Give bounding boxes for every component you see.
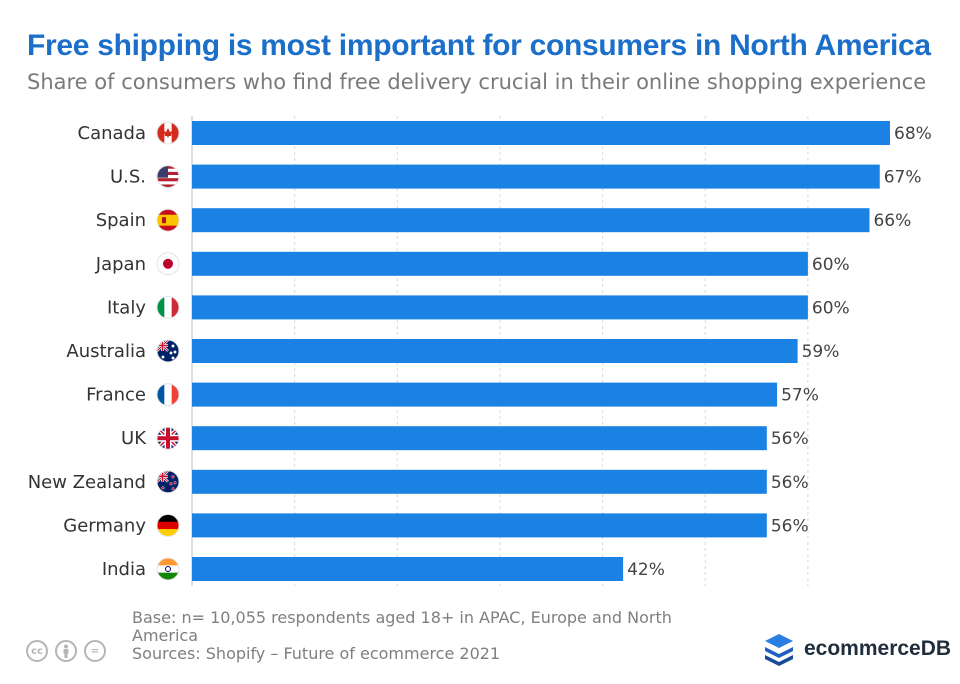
new-zealand-flag-icon	[156, 470, 180, 494]
bar	[192, 513, 767, 538]
value-label: 66%	[873, 211, 911, 231]
category-label: U.S.	[110, 167, 146, 188]
category-label: Australia	[66, 341, 146, 362]
bar	[192, 339, 798, 363]
cc-icon: cc	[26, 640, 48, 662]
us-flag-icon	[156, 165, 180, 189]
india-flag-icon	[156, 557, 180, 581]
base-note: Base: n= 10,055 respondents aged 18+ in …	[132, 608, 672, 645]
brand-name: ecommerceDB	[804, 637, 952, 660]
chart-subtitle: Share of consumers who find free deliver…	[27, 70, 927, 94]
ecommercedb-logo-icon	[765, 634, 793, 666]
canada-flag-icon	[156, 121, 180, 145]
bar	[192, 382, 778, 407]
by-icon	[55, 640, 77, 662]
australia-flag-icon	[156, 339, 180, 363]
value-label: 56%	[771, 473, 809, 493]
category-label: New Zealand	[28, 472, 146, 493]
category-label: UK	[121, 428, 147, 449]
bar	[192, 164, 880, 189]
value-label: 60%	[812, 255, 850, 275]
bar-chart: 68% Canada 67% U.S. 66% Spain 60% Japan 60% Italy…	[28, 116, 932, 586]
value-label: 42%	[627, 560, 665, 580]
value-label: 60%	[812, 298, 850, 318]
brand-logo[interactable]: ecommerceDB	[762, 632, 951, 666]
category-label: India	[102, 559, 146, 580]
value-label: 67%	[884, 168, 922, 188]
value-label: 57%	[781, 386, 819, 406]
category-label: Canada	[78, 123, 147, 144]
bar	[192, 208, 870, 233]
chart-title: Free shipping is most important for cons…	[27, 29, 931, 62]
bar	[192, 557, 624, 581]
bar	[192, 469, 767, 494]
source-note: Sources: Shopify – Future of ecommerce 2…	[132, 644, 501, 663]
nd-icon: =	[84, 640, 106, 662]
bar	[192, 121, 890, 145]
category-label: France	[86, 385, 146, 406]
category-label: Germany	[63, 515, 146, 536]
value-label: 56%	[771, 516, 809, 536]
uk-flag-icon	[156, 426, 180, 450]
germany-flag-icon	[156, 513, 180, 537]
japan-flag-icon	[156, 252, 180, 276]
category-label: Italy	[107, 297, 146, 318]
bar	[192, 251, 808, 276]
bar	[192, 295, 808, 320]
italy-flag-icon	[156, 295, 180, 319]
footer-notes: Base: n= 10,055 respondents aged 18+ in …	[132, 609, 732, 663]
value-label: 68%	[894, 124, 932, 144]
value-label: 56%	[771, 429, 809, 449]
france-flag-icon	[156, 383, 180, 407]
category-label: Japan	[95, 254, 146, 275]
license-badges: cc =	[26, 640, 106, 662]
bar	[192, 426, 767, 451]
category-label: Spain	[96, 210, 146, 231]
spain-flag-icon	[156, 208, 180, 232]
value-label: 59%	[802, 342, 840, 362]
